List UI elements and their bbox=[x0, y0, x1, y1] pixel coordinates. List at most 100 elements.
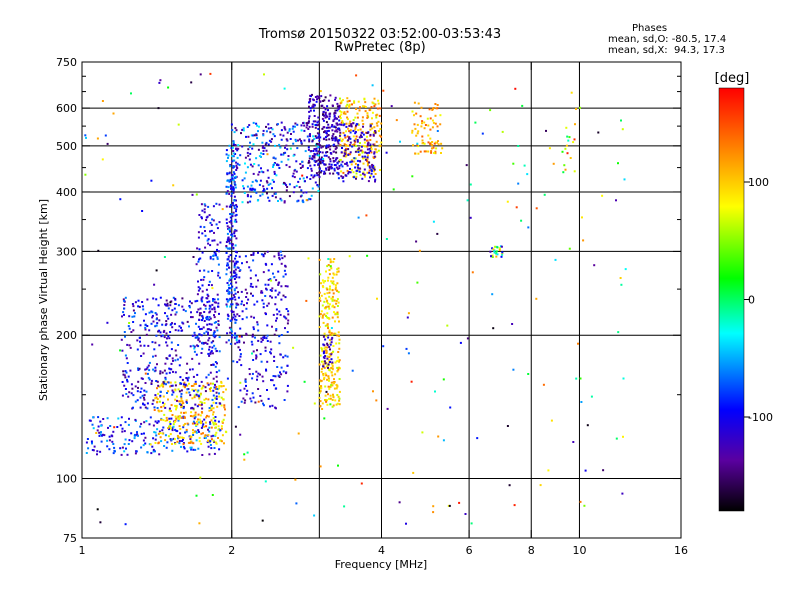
data-point bbox=[194, 416, 197, 418]
data-point bbox=[325, 126, 328, 129]
data-point bbox=[202, 278, 205, 281]
data-point bbox=[214, 387, 217, 390]
data-point bbox=[244, 255, 247, 258]
data-point bbox=[276, 163, 279, 166]
data-point bbox=[140, 446, 143, 449]
data-point bbox=[336, 370, 339, 372]
data-point bbox=[420, 125, 423, 128]
data-point bbox=[172, 184, 175, 187]
data-point bbox=[242, 127, 245, 130]
data-point bbox=[146, 451, 149, 454]
data-point bbox=[308, 125, 311, 128]
data-point bbox=[317, 163, 320, 166]
data-point bbox=[231, 243, 233, 246]
data-point bbox=[234, 218, 237, 221]
data-point bbox=[230, 187, 232, 190]
data-point bbox=[340, 170, 343, 173]
data-point bbox=[197, 338, 200, 341]
data-point bbox=[230, 282, 232, 285]
data-point bbox=[373, 152, 376, 155]
data-point bbox=[346, 164, 349, 167]
data-point bbox=[346, 103, 349, 106]
data-point bbox=[602, 469, 605, 472]
data-point bbox=[189, 441, 192, 444]
data-point bbox=[212, 421, 215, 424]
data-point bbox=[238, 163, 241, 166]
data-point bbox=[262, 153, 265, 155]
data-point bbox=[380, 135, 383, 138]
data-point bbox=[327, 276, 330, 279]
data-point bbox=[281, 257, 284, 260]
data-point bbox=[337, 291, 340, 294]
data-point bbox=[168, 371, 171, 374]
data-point bbox=[326, 135, 329, 138]
data-point bbox=[321, 360, 324, 363]
data-point bbox=[193, 394, 196, 397]
data-point bbox=[208, 348, 211, 351]
data-point bbox=[249, 285, 252, 288]
data-point bbox=[302, 122, 305, 124]
data-point bbox=[218, 369, 221, 372]
data-point bbox=[317, 162, 320, 165]
data-point bbox=[355, 144, 357, 147]
data-point bbox=[419, 150, 422, 153]
data-point bbox=[356, 159, 359, 162]
data-point bbox=[317, 173, 320, 176]
data-point bbox=[305, 126, 308, 129]
data-point bbox=[251, 372, 254, 375]
data-point bbox=[157, 304, 160, 307]
data-point bbox=[170, 313, 173, 316]
data-point bbox=[284, 128, 287, 131]
data-point bbox=[335, 342, 338, 345]
data-point bbox=[328, 295, 331, 298]
data-point bbox=[351, 103, 353, 106]
data-point bbox=[186, 379, 189, 382]
data-point bbox=[338, 397, 341, 400]
data-point bbox=[126, 453, 129, 456]
data-point bbox=[226, 232, 229, 235]
data-point bbox=[386, 407, 389, 410]
data-point bbox=[233, 336, 236, 339]
data-point bbox=[170, 323, 173, 326]
data-point bbox=[367, 162, 369, 165]
data-point bbox=[255, 191, 258, 194]
data-point bbox=[236, 361, 239, 364]
data-point bbox=[285, 317, 288, 320]
data-point bbox=[255, 370, 258, 373]
data-point bbox=[331, 289, 334, 292]
data-point bbox=[144, 326, 147, 329]
data-point bbox=[371, 101, 374, 104]
data-point bbox=[218, 250, 220, 253]
data-point bbox=[173, 322, 176, 325]
data-point bbox=[211, 352, 214, 355]
data-point bbox=[323, 170, 326, 173]
data-point bbox=[170, 427, 172, 430]
data-point bbox=[182, 322, 185, 325]
data-point bbox=[180, 416, 183, 419]
data-point bbox=[309, 98, 312, 100]
data-point bbox=[102, 418, 105, 420]
data-point bbox=[148, 423, 151, 426]
data-point bbox=[243, 453, 246, 456]
data-point bbox=[160, 440, 163, 443]
data-point bbox=[122, 298, 125, 301]
data-point bbox=[364, 145, 367, 148]
data-point bbox=[333, 382, 335, 385]
data-point bbox=[235, 260, 238, 263]
data-point bbox=[203, 435, 206, 438]
data-point bbox=[191, 316, 194, 319]
data-point bbox=[368, 151, 370, 154]
data-point bbox=[126, 362, 129, 364]
data-point bbox=[235, 302, 238, 305]
data-point bbox=[358, 109, 361, 112]
data-point bbox=[249, 277, 252, 280]
data-point bbox=[232, 204, 235, 207]
data-point bbox=[106, 439, 109, 442]
data-point bbox=[356, 116, 359, 119]
data-point bbox=[236, 156, 239, 159]
data-point bbox=[373, 151, 376, 154]
data-point bbox=[282, 370, 285, 373]
data-point bbox=[234, 250, 237, 253]
data-point bbox=[196, 311, 199, 314]
data-point bbox=[232, 189, 235, 192]
